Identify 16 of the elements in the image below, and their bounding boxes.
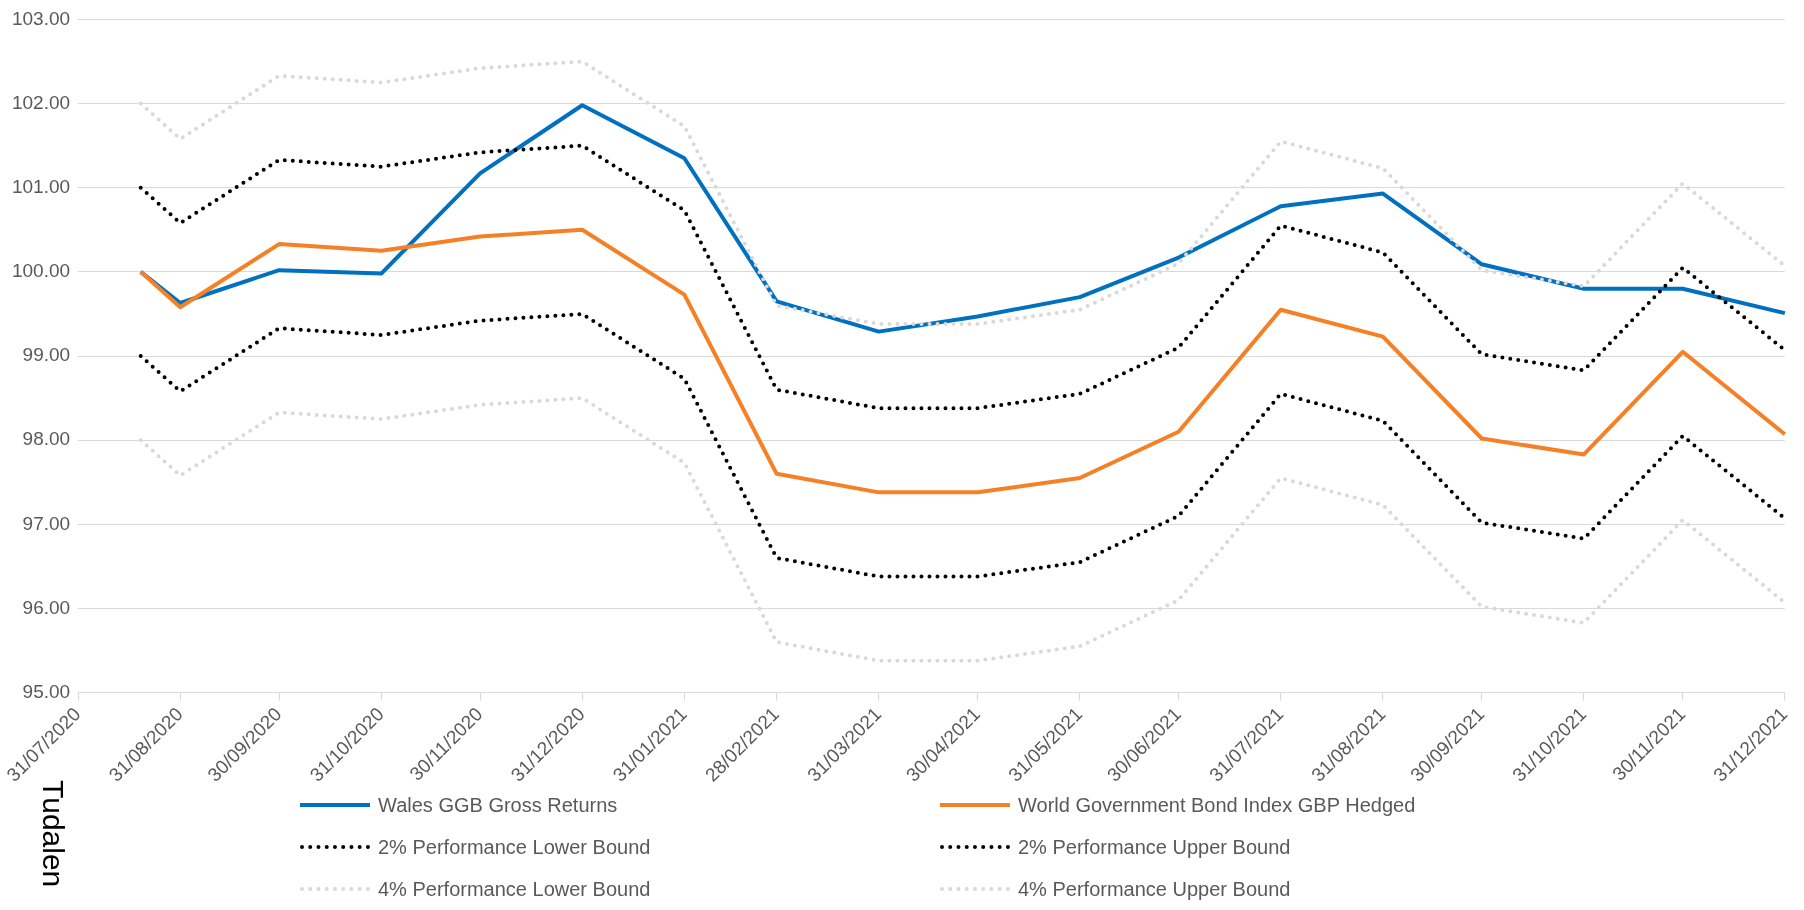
legend-label: 2% Performance Upper Bound bbox=[1018, 835, 1291, 859]
y-tick-label: 99.00 bbox=[22, 344, 71, 366]
legend-label: World Government Bond Index GBP Hedged bbox=[1018, 793, 1416, 817]
legend-label: 4% Performance Upper Bound bbox=[1018, 877, 1291, 901]
legend-label: 4% Performance Lower Bound bbox=[378, 877, 651, 901]
y-tick-label: 102.00 bbox=[11, 91, 71, 113]
legend-label: 2% Performance Lower Bound bbox=[378, 835, 651, 859]
y-tick-label: 95.00 bbox=[22, 680, 71, 702]
y-tick-label: 101.00 bbox=[11, 175, 71, 197]
legend-label: Wales GGB Gross Returns bbox=[378, 793, 618, 817]
y-tick-label: 96.00 bbox=[22, 596, 71, 618]
text: Tudalen bbox=[37, 780, 70, 888]
y-tick-label: 103.00 bbox=[11, 7, 71, 29]
y-tick-label: 97.00 bbox=[22, 512, 71, 534]
y-tick-label: 100.00 bbox=[11, 260, 71, 282]
y-tick-label: 98.00 bbox=[22, 428, 71, 450]
